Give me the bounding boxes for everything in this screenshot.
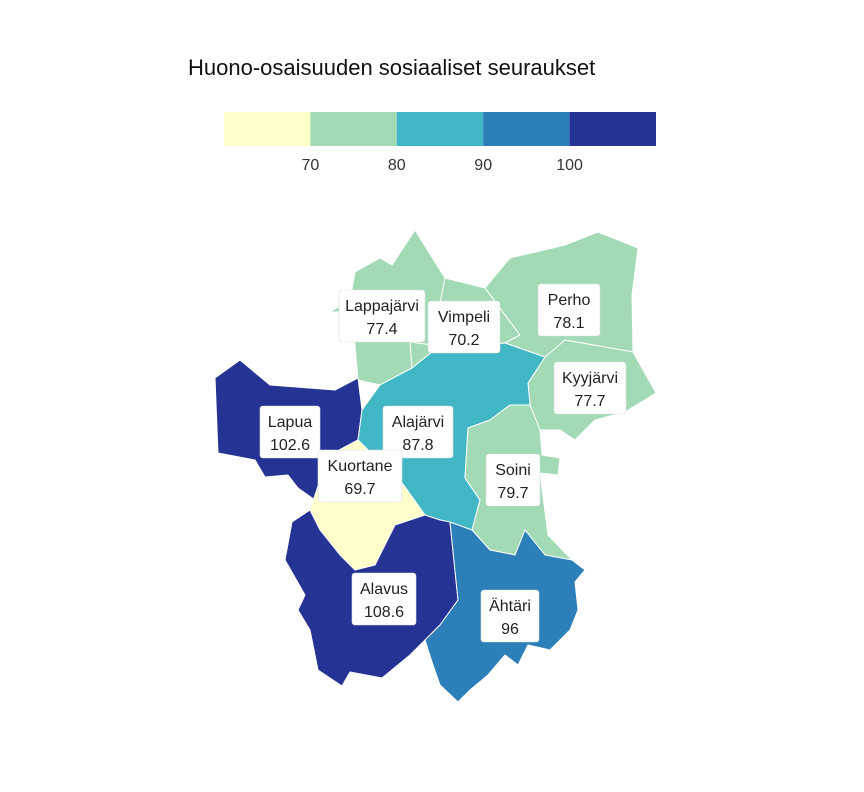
map-title: Huono-osaisuuden sosiaaliset seuraukset (188, 55, 596, 80)
label-alavus: Alavus 108.6 (351, 572, 417, 626)
label-name: Lapua (268, 414, 313, 431)
label-perho: Perho 78.1 (537, 283, 601, 337)
label-kyyjarvi: Kyyjärvi 77.7 (553, 361, 627, 415)
label-kuortane: Kuortane 69.7 (317, 449, 403, 503)
legend-tick-label: 70 (302, 157, 320, 174)
label-soini: Soini 79.7 (485, 453, 541, 507)
legend-swatch (396, 112, 484, 146)
label-name: Lappajärvi (345, 298, 419, 315)
label-value: 77.7 (574, 393, 605, 410)
municipality-labels: Lappajärvi 77.4 Vimpeli 70.2 Perho 78.1 … (259, 283, 627, 643)
label-lappajarvi: Lappajärvi 77.4 (338, 289, 426, 343)
label-value: 79.7 (497, 485, 528, 502)
label-alajarvi: Alajärvi 87.8 (382, 405, 454, 459)
label-name: Soini (495, 462, 531, 479)
label-value: 96 (501, 621, 519, 638)
label-name: Kuortane (328, 458, 393, 475)
label-name: Perho (548, 292, 591, 309)
legend: 70 80 90 100 (224, 112, 656, 174)
label-value: 69.7 (344, 481, 375, 498)
legend-tick-label: 90 (474, 157, 492, 174)
legend-tick-label: 80 (388, 157, 406, 174)
label-name: Ähtäri (489, 597, 531, 615)
label-value: 87.8 (402, 437, 433, 454)
label-value: 78.1 (553, 315, 584, 332)
legend-swatch (310, 112, 397, 146)
label-value: 102.6 (270, 437, 310, 454)
legend-tick-label: 100 (556, 157, 583, 174)
label-vimpeli: Vimpeli 70.2 (427, 300, 501, 354)
label-name: Alavus (360, 581, 408, 598)
label-ahtari: Ähtäri 96 (480, 589, 540, 643)
label-value: 108.6 (364, 604, 404, 621)
label-name: Kyyjärvi (562, 370, 618, 387)
label-name: Vimpeli (438, 309, 490, 326)
label-value: 70.2 (448, 332, 479, 349)
label-name: Alajärvi (392, 414, 444, 431)
legend-swatch (224, 112, 311, 146)
label-value: 77.4 (366, 321, 397, 338)
label-lapua: Lapua 102.6 (259, 405, 321, 459)
legend-swatch (483, 112, 570, 146)
legend-swatch (569, 112, 656, 146)
